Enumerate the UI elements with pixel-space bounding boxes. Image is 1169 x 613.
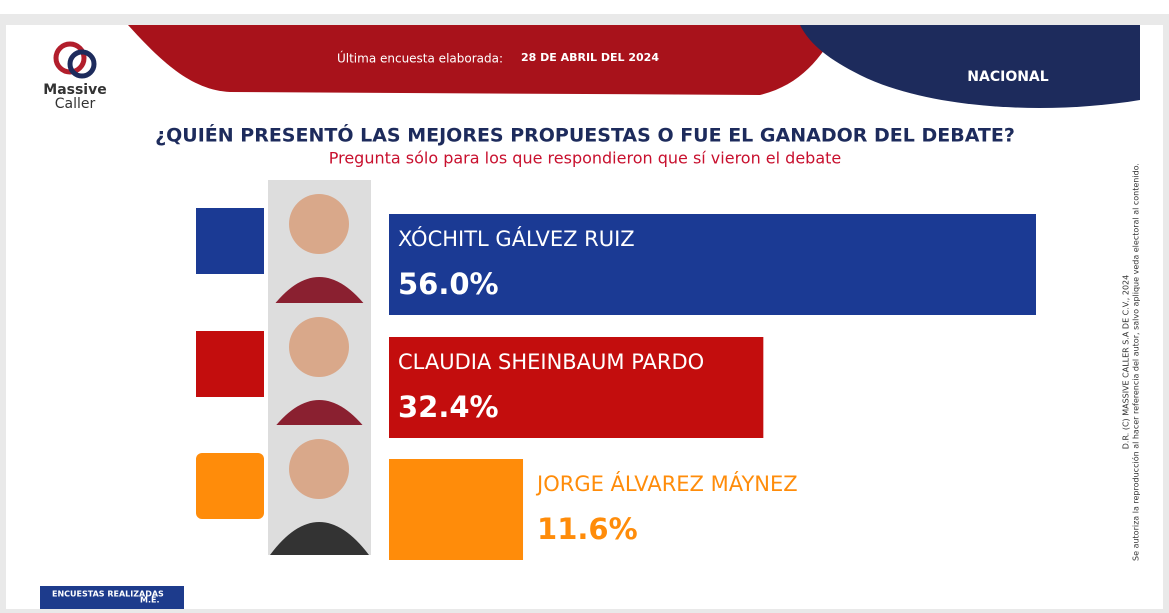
- photo-face: [289, 194, 349, 254]
- chart-subtitle: Pregunta sólo para los que respondieron …: [329, 149, 842, 168]
- side-note: Se autoriza la reproducción al hacer ref…: [1131, 163, 1141, 561]
- footer-box: [40, 586, 184, 609]
- candidate-name: CLAUDIA SHEINBAUM PARDO: [398, 350, 704, 374]
- value-label: 32.4%: [398, 390, 499, 424]
- photo-face: [289, 317, 349, 377]
- survey-label: Última encuesta elaborada:: [337, 51, 503, 66]
- top-strip: [0, 0, 1169, 14]
- value-label: 56.0%: [398, 267, 499, 301]
- party-logo: [196, 331, 264, 397]
- value-label: 11.6%: [537, 512, 638, 546]
- candidate-name: JORGE ÁLVAREZ MÁYNEZ: [535, 471, 798, 496]
- photo-body: [270, 400, 369, 433]
- bar: [389, 337, 764, 438]
- footer-text: M.E.: [140, 596, 160, 605]
- survey-date: 28 DE ABRIL DEL 2024: [521, 51, 659, 64]
- photo-body: [270, 522, 369, 555]
- header-band: [128, 25, 840, 95]
- party-logo: [196, 208, 264, 274]
- photo-body: [270, 277, 369, 310]
- photo-face: [289, 439, 349, 499]
- footer-text: ENCUESTAS REALIZADAS: [52, 590, 164, 599]
- candidate-name: XÓCHITL GÁLVEZ RUIZ: [398, 226, 635, 251]
- scope: NACIONAL: [967, 69, 1048, 85]
- chart-title: ¿QUIÉN PRESENTÓ LAS MEJORES PROPUESTAS O…: [155, 123, 1015, 147]
- side-note: D.R. (C) MASSIVE CALLER S.A DE C.V., 202…: [1122, 275, 1131, 449]
- party-logo: [196, 453, 264, 519]
- bar: [389, 459, 524, 560]
- brand: Caller: [55, 96, 96, 112]
- scope-band: [800, 25, 1140, 108]
- logo-icon: [67, 49, 97, 79]
- bar: [389, 214, 1036, 315]
- brand: Massive: [43, 82, 106, 98]
